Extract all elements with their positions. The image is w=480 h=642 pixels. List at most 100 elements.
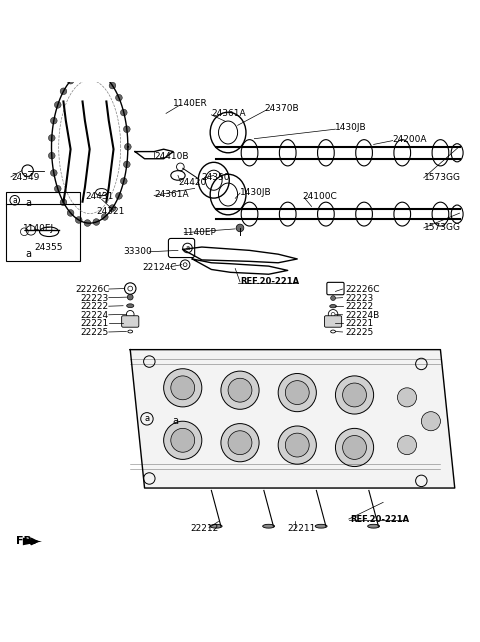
Text: a: a <box>173 416 179 426</box>
Circle shape <box>285 381 309 404</box>
Circle shape <box>331 296 336 300</box>
Ellipse shape <box>263 525 275 528</box>
Circle shape <box>48 152 55 159</box>
Text: 22222: 22222 <box>80 302 108 311</box>
Text: 1430JB: 1430JB <box>240 187 272 196</box>
Circle shape <box>397 435 417 455</box>
Text: 24100C: 24100C <box>302 193 337 202</box>
Circle shape <box>124 143 131 150</box>
Circle shape <box>60 199 67 205</box>
Text: 24321: 24321 <box>97 207 125 216</box>
Circle shape <box>101 73 108 80</box>
Polygon shape <box>23 537 42 545</box>
Circle shape <box>228 431 252 455</box>
Circle shape <box>343 435 366 460</box>
Text: 33300: 33300 <box>123 247 152 256</box>
Text: 1430JB: 1430JB <box>336 123 367 132</box>
Circle shape <box>120 178 127 184</box>
Text: 1140ER: 1140ER <box>173 100 208 108</box>
Text: FR.: FR. <box>16 537 36 546</box>
Circle shape <box>101 214 108 220</box>
Text: 22223: 22223 <box>80 294 108 303</box>
Text: 1140EJ: 1140EJ <box>23 225 54 234</box>
Text: 24420: 24420 <box>178 178 206 187</box>
Text: 22212: 22212 <box>190 524 218 533</box>
Circle shape <box>221 371 259 410</box>
Circle shape <box>75 216 82 223</box>
Text: 22222: 22222 <box>345 302 373 311</box>
Circle shape <box>236 224 244 232</box>
Text: a: a <box>12 196 17 205</box>
Circle shape <box>120 109 127 116</box>
Circle shape <box>54 186 61 192</box>
Circle shape <box>84 67 91 74</box>
Circle shape <box>397 388 417 407</box>
Circle shape <box>48 135 55 141</box>
Circle shape <box>109 205 116 211</box>
Circle shape <box>164 421 202 460</box>
Text: a: a <box>25 198 31 207</box>
Text: 22221: 22221 <box>345 319 373 328</box>
Text: 22226C: 22226C <box>75 286 110 295</box>
Ellipse shape <box>368 525 380 528</box>
Text: 24370B: 24370B <box>264 104 299 113</box>
Circle shape <box>67 209 74 216</box>
Polygon shape <box>130 350 455 488</box>
Circle shape <box>285 433 309 457</box>
Text: 24431: 24431 <box>85 193 113 202</box>
Text: 1573GG: 1573GG <box>424 223 461 232</box>
Circle shape <box>343 383 366 407</box>
Circle shape <box>123 161 130 168</box>
Circle shape <box>60 88 67 94</box>
Text: 22225: 22225 <box>80 328 108 337</box>
Text: REF.20-221A: REF.20-221A <box>350 514 409 523</box>
Circle shape <box>67 77 74 84</box>
Circle shape <box>228 378 252 402</box>
Ellipse shape <box>315 525 327 528</box>
Circle shape <box>221 424 259 462</box>
Circle shape <box>336 376 373 414</box>
Circle shape <box>278 374 316 412</box>
Ellipse shape <box>210 525 222 528</box>
Circle shape <box>164 369 202 407</box>
Text: 24350: 24350 <box>202 173 230 182</box>
Bar <box>6 192 80 261</box>
Circle shape <box>116 193 122 199</box>
Text: a: a <box>185 245 190 251</box>
Text: 22211: 22211 <box>288 524 316 533</box>
Circle shape <box>93 219 100 225</box>
Circle shape <box>75 71 82 77</box>
Text: REF.20-221A: REF.20-221A <box>240 277 299 286</box>
Circle shape <box>116 94 122 101</box>
Circle shape <box>127 294 133 300</box>
Circle shape <box>50 169 57 177</box>
FancyBboxPatch shape <box>121 316 139 327</box>
Text: 24361A: 24361A <box>154 190 189 199</box>
Ellipse shape <box>127 304 134 308</box>
Text: 24200A: 24200A <box>393 135 427 144</box>
Text: 24410B: 24410B <box>154 152 189 161</box>
Text: 24361A: 24361A <box>211 109 246 118</box>
Circle shape <box>54 101 61 108</box>
Text: 22225: 22225 <box>345 328 373 337</box>
Circle shape <box>93 68 100 75</box>
Circle shape <box>109 82 116 89</box>
Text: 1140EP: 1140EP <box>183 228 216 237</box>
Ellipse shape <box>330 304 336 308</box>
Text: 22223: 22223 <box>345 294 373 303</box>
Circle shape <box>84 220 91 227</box>
Circle shape <box>171 428 195 452</box>
Circle shape <box>50 117 57 124</box>
Circle shape <box>123 126 130 132</box>
Text: 22224B: 22224B <box>345 311 379 320</box>
Text: a: a <box>25 249 31 259</box>
Circle shape <box>278 426 316 464</box>
Text: 24355: 24355 <box>35 243 63 252</box>
FancyBboxPatch shape <box>324 316 342 327</box>
Text: 24349: 24349 <box>11 173 39 182</box>
Text: a: a <box>144 414 149 423</box>
Text: 22221: 22221 <box>80 319 108 328</box>
Circle shape <box>171 376 195 400</box>
Text: 22224: 22224 <box>80 311 108 320</box>
Text: 22226C: 22226C <box>345 286 380 295</box>
